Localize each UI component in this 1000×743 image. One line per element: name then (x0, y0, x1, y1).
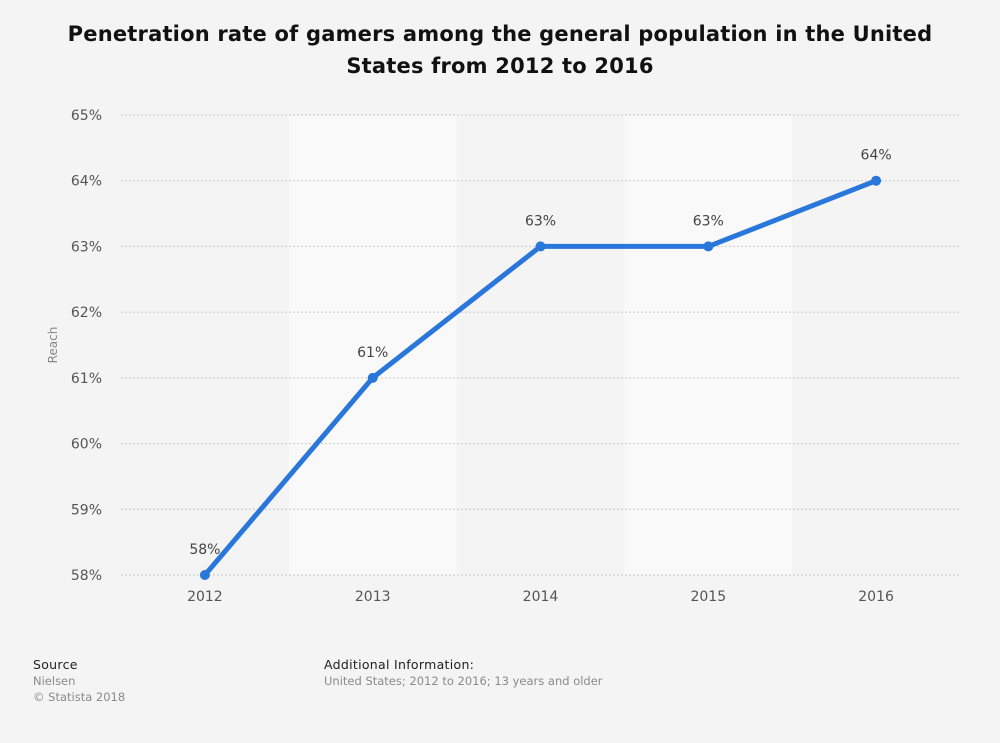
x-tick-label: 2016 (858, 589, 894, 605)
column-bands (288, 115, 793, 575)
data-point[interactable] (535, 241, 546, 252)
chart-title: Penetration rate of gamers among the gen… (67, 22, 933, 78)
series-reach: 58% 61% 63% 63% 64% (189, 148, 892, 580)
additional-info-heading[interactable]: Additional Information: (324, 657, 475, 672)
data-label: 64% (861, 148, 892, 164)
data-point[interactable] (199, 570, 210, 580)
y-tick-label: 59% (71, 502, 102, 518)
x-tick-label: 2015 (690, 589, 726, 605)
y-tick-label: 62% (71, 305, 102, 321)
source-heading: Source (33, 657, 78, 672)
data-point[interactable] (871, 175, 882, 186)
x-tick-label: 2013 (355, 589, 391, 605)
y-axis-ticks: 58% 59% 60% 61% 62% 63% 64% 65% (71, 108, 102, 584)
y-tick-label: 65% (71, 108, 102, 124)
x-tick-label: 2012 (187, 589, 223, 605)
y-tick-label: 63% (71, 239, 102, 255)
x-tick-label: 2014 (523, 589, 559, 605)
y-tick-label: 58% (71, 568, 102, 584)
column-band (288, 115, 457, 575)
copyright-text: © Statista 2018 (33, 690, 126, 704)
data-point[interactable] (367, 372, 378, 383)
data-label: 58% (189, 542, 220, 558)
y-tick-label: 61% (71, 371, 102, 387)
gridlines (121, 114, 960, 576)
line-chart: 58%59%60%61%62%63%64%65% 2012 2013 2014 201… (46, 108, 960, 605)
data-label: 61% (357, 345, 388, 361)
y-tick-label: 64% (71, 174, 102, 190)
data-label: 63% (693, 213, 724, 229)
column-band (624, 115, 793, 575)
source-link[interactable]: Nielsen (33, 674, 76, 688)
additional-info-text: United States; 2012 to 2016; 13 years an… (324, 674, 603, 688)
y-axis-label: Reach (46, 327, 60, 364)
x-axis-ticks: 2012 2013 2014 2015 2016 (187, 589, 894, 605)
data-label: 63% (525, 213, 556, 229)
y-tick-label: 60% (71, 437, 102, 453)
additional-info-block: Additional Information: United States; 2… (324, 657, 603, 689)
data-point[interactable] (703, 241, 714, 252)
source-block: Source Nielsen © Statista 2018 (33, 657, 125, 705)
